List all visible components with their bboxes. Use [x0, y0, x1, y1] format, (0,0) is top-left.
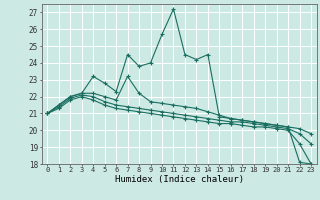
- X-axis label: Humidex (Indice chaleur): Humidex (Indice chaleur): [115, 175, 244, 184]
